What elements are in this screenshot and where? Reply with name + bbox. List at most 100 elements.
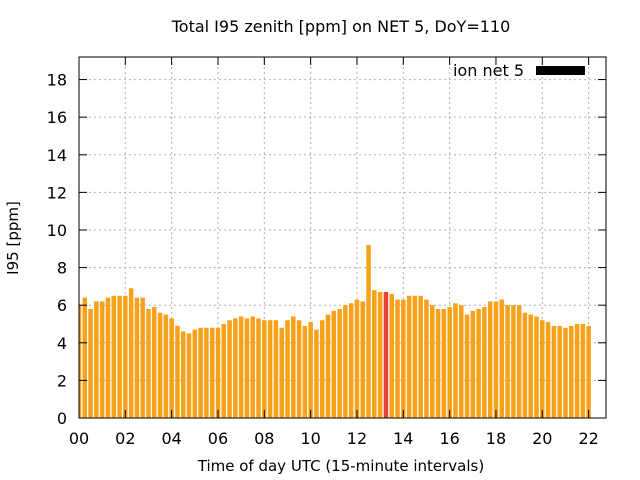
- bar: [291, 316, 296, 418]
- bar: [482, 307, 487, 418]
- bar: [273, 320, 279, 418]
- x-tick-label: 08: [254, 429, 274, 448]
- bar: [169, 318, 174, 418]
- bar: [99, 301, 105, 418]
- x-tick-label: 18: [486, 429, 506, 448]
- bar: [238, 316, 244, 418]
- y-tick-labels: 0 2 4 6 8 10 12 14 16 18: [47, 71, 67, 428]
- bar: [88, 308, 93, 418]
- legend-swatch: [536, 66, 585, 75]
- bar: [308, 322, 313, 418]
- bar: [94, 301, 99, 418]
- legend: ion net 5: [453, 61, 585, 80]
- bar: [244, 318, 250, 418]
- bar: [372, 290, 377, 418]
- legend-label: ion net 5: [453, 61, 524, 80]
- bar: [262, 320, 267, 418]
- bar: [366, 245, 371, 418]
- x-tick-labels: 00 02 04 06 08 10 12 14 16 18 20 22: [69, 429, 599, 448]
- bar: [568, 325, 574, 418]
- bar: [105, 297, 111, 418]
- bar: [256, 318, 261, 418]
- bar: [128, 288, 134, 418]
- bar: [180, 331, 186, 418]
- x-axis-label: Time of day UTC (15-minute intervals): [197, 457, 484, 475]
- bar: [430, 305, 435, 418]
- bar: [412, 295, 418, 418]
- bar: [267, 320, 273, 418]
- bar: [540, 320, 545, 418]
- bars: [79, 245, 591, 418]
- x-tick-label: 14: [393, 429, 413, 448]
- bar: [302, 325, 308, 418]
- y-tick-label: 12: [47, 183, 67, 202]
- bar: [528, 314, 533, 418]
- bar: [557, 325, 562, 418]
- bar: [111, 295, 117, 418]
- plot-frame: [78, 56, 607, 419]
- bar: [377, 292, 383, 418]
- bar: [79, 305, 82, 418]
- bar: [389, 293, 394, 418]
- bar: [157, 312, 163, 418]
- bar: [360, 301, 366, 418]
- bar: [406, 295, 412, 418]
- x-tick-label: 02: [115, 429, 135, 448]
- bar: [464, 314, 470, 418]
- bar: [493, 301, 499, 418]
- x-tick-label: 16: [439, 429, 459, 448]
- bar: [123, 295, 128, 418]
- x-tick-label: 20: [532, 429, 552, 448]
- bar: [343, 305, 348, 418]
- x-tick-label: 22: [578, 429, 598, 448]
- x-tick-label: 06: [208, 429, 228, 448]
- bar: [453, 303, 458, 418]
- bar: [580, 323, 586, 418]
- bar: [505, 305, 510, 418]
- bar: [476, 308, 481, 418]
- bar: [354, 299, 360, 418]
- bar: [198, 327, 203, 418]
- y-tick-label: 18: [47, 71, 67, 90]
- bar: [221, 323, 227, 418]
- bar: [331, 310, 337, 418]
- chart-title: Total I95 zenith [ppm] on NET 5, DoY=110: [171, 17, 511, 36]
- bar-highlight: [383, 292, 389, 418]
- y-tick-label: 10: [47, 221, 67, 240]
- bar: [470, 310, 476, 418]
- bar: [146, 308, 151, 418]
- bar: [204, 327, 209, 418]
- bar: [186, 333, 192, 418]
- y-axis-label: I95 [ppm]: [4, 201, 22, 275]
- bar: [348, 303, 354, 418]
- y-tick-label: 2: [57, 371, 67, 390]
- bar: [233, 318, 238, 418]
- y-tick-label: 0: [57, 409, 67, 428]
- bar: [152, 307, 157, 418]
- bar: [117, 295, 122, 418]
- bar: [574, 323, 580, 418]
- bar: [424, 299, 429, 418]
- bar: [337, 308, 342, 418]
- y-tick-label: 6: [57, 296, 67, 315]
- bar: [192, 329, 198, 418]
- bar: [499, 299, 505, 418]
- y-tick-label: 16: [47, 108, 67, 127]
- x-tick-label: 12: [347, 429, 367, 448]
- bar: [250, 316, 255, 418]
- ticks: [78, 57, 606, 419]
- bar: [82, 297, 88, 418]
- bar: [395, 299, 400, 418]
- x-tick-label: 10: [300, 429, 320, 448]
- bar: [458, 305, 464, 418]
- bar: [534, 316, 539, 418]
- y-tick-label: 14: [47, 146, 67, 165]
- bar: [551, 325, 557, 418]
- bar: [325, 314, 331, 418]
- x-tick-label: 04: [161, 429, 181, 448]
- bar: [563, 327, 568, 418]
- bar: [209, 327, 215, 418]
- bar: [447, 307, 452, 418]
- bar: [163, 314, 169, 418]
